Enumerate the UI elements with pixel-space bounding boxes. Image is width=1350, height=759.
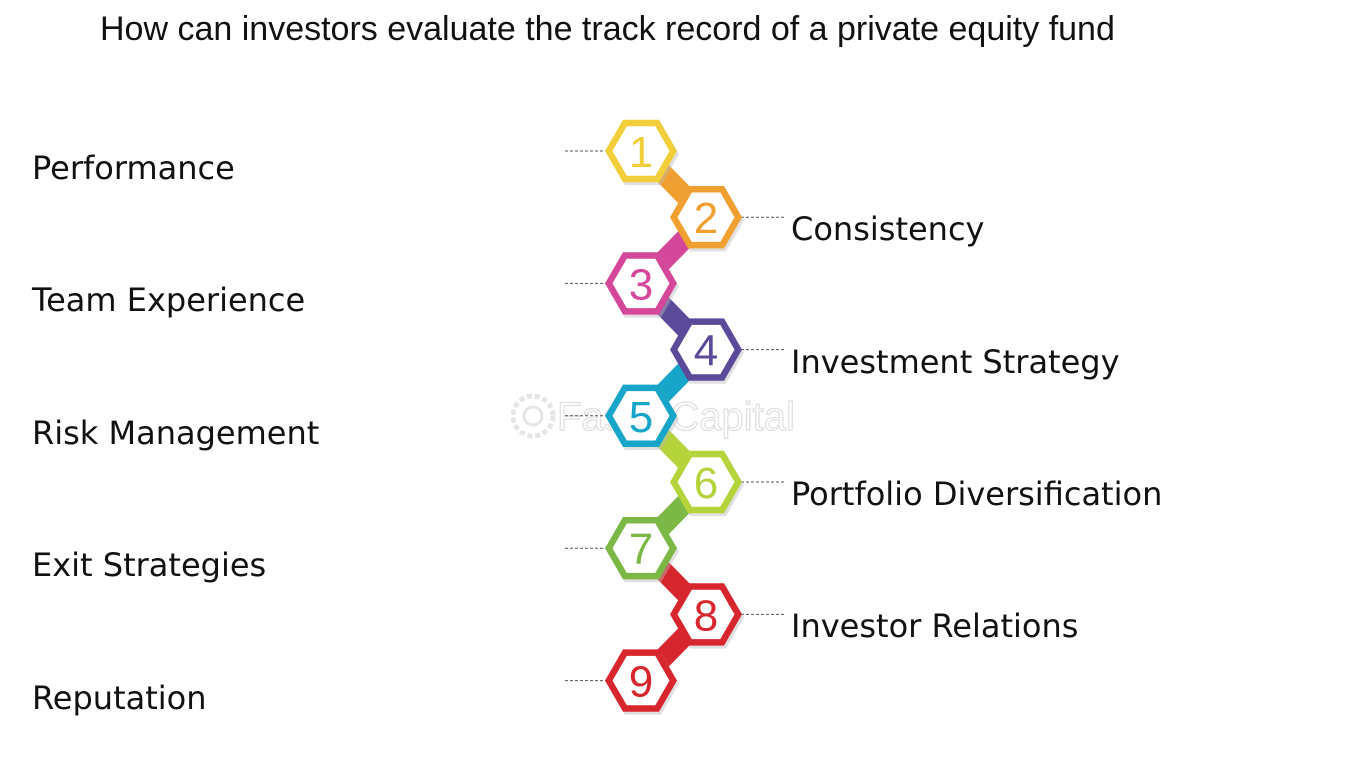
step-number-7: 7: [629, 525, 653, 574]
step-label-4: Investment Strategy: [791, 346, 1120, 378]
step-number-2: 2: [694, 194, 718, 243]
step-label-3: Team Experience: [32, 284, 305, 316]
step-label-2: Consistency: [791, 213, 984, 245]
step-label-5: Risk Management: [32, 417, 319, 449]
step-number-6: 6: [694, 459, 718, 508]
step-number-8: 8: [694, 591, 718, 640]
step-number-5: 5: [629, 393, 653, 442]
step-label-7: Exit Strategies: [32, 549, 266, 581]
step-number-1: 1: [629, 128, 653, 177]
step-number-3: 3: [629, 260, 653, 309]
step-label-9: Reputation: [32, 682, 207, 714]
step-number-4: 4: [694, 327, 718, 376]
step-label-8: Investor Relations: [791, 610, 1078, 642]
step-label-1: Performance: [32, 152, 235, 184]
step-number-9: 9: [629, 658, 653, 707]
step-label-6: Portfolio Diversification: [791, 478, 1162, 510]
